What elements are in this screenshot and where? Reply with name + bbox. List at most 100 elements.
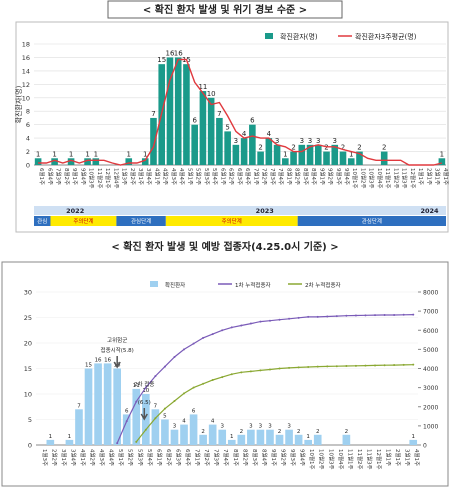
y2-tick-label: 4000 (423, 366, 438, 373)
x-tick-label: 4월1주 (153, 168, 161, 185)
bar (273, 144, 281, 165)
point (268, 368, 271, 371)
x-tick-label: 11월2주 (356, 449, 364, 470)
bar (298, 144, 306, 165)
point (345, 314, 348, 317)
alert-band (165, 216, 298, 226)
point (412, 363, 415, 366)
value-label: 1 (52, 150, 56, 158)
x-tick-label: 5월1주 (186, 168, 194, 185)
bar (75, 409, 83, 445)
y-tick-label: 15 (24, 365, 32, 373)
point (259, 369, 262, 372)
value-label: 5 (225, 123, 229, 131)
x-tick-label: 10월2주 (318, 449, 326, 470)
title-box (107, 0, 343, 19)
x-tick-label: 9월4주 (299, 449, 307, 466)
bar (191, 124, 198, 165)
point (335, 365, 338, 368)
bar (51, 158, 58, 165)
x-tick-label: 3월4주 (69, 449, 77, 466)
value-label: 2 (357, 144, 361, 152)
alert-label: 관심 (37, 217, 47, 225)
y2-tick-label: 5000 (423, 347, 438, 354)
bar (438, 158, 446, 165)
y-tick-label: 10 (22, 94, 30, 102)
x-tick-label: 6월3주 (236, 168, 244, 185)
x-tick-label: 6월4주 (46, 168, 54, 185)
point (211, 378, 214, 381)
x-tick-label: 8월2주 (241, 449, 249, 466)
bar (207, 97, 215, 165)
bar (84, 368, 93, 445)
x-tick-label: 4월2주 (89, 449, 97, 466)
y2-tick-label: 3000 (423, 385, 438, 392)
bar (92, 158, 100, 165)
y-tick-label: 18 (22, 41, 30, 49)
alert-label: 관심단계 (362, 217, 382, 225)
value-label: 5 (163, 414, 167, 420)
x-tick-label: 8월3주 (302, 168, 310, 185)
point (240, 324, 243, 327)
point (383, 313, 386, 316)
x-tick-label: 9월1주 (71, 168, 79, 185)
x-tick-label: 5월4주 (146, 449, 154, 466)
value-label: 6 (192, 117, 197, 125)
x-tick-label: 8월4주 (310, 168, 318, 185)
bar (170, 429, 179, 445)
bar (94, 363, 102, 445)
bar (342, 434, 351, 445)
bar (294, 434, 303, 445)
x-tick-label: 6월2주 (165, 449, 173, 466)
legend-swatch (150, 281, 158, 287)
x-tick-label: 5월1주 (117, 449, 125, 466)
x-tick-label: 10월1주 (308, 449, 316, 470)
y2-tick-label: 1000 (423, 423, 438, 430)
value-label: 3 (220, 424, 224, 430)
x-tick-label: 7월1주 (252, 168, 260, 185)
bar (313, 434, 322, 445)
value-label: 3 (268, 424, 272, 430)
annotation: 고위험군 (107, 336, 127, 344)
value-label: 2 (278, 429, 282, 435)
value-label: 7 (217, 110, 221, 118)
point (173, 400, 176, 403)
x-tick-label: 8월2주 (63, 168, 71, 185)
value-label: 1 (440, 150, 444, 158)
value-label: 1 (85, 150, 89, 158)
x-tick-label: 6월1주 (155, 449, 163, 466)
value-label: 4 (267, 130, 272, 138)
point (316, 315, 319, 318)
x-tick-label: 8월1주 (232, 449, 240, 466)
bar (166, 57, 174, 165)
x-tick-label: 7월1주 (194, 449, 202, 466)
bar (409, 439, 418, 445)
value-label: 2 (341, 144, 345, 152)
x-tick-label: 8월1주 (285, 168, 293, 185)
value-label: 3 (173, 424, 177, 430)
x-tick-label: 8월3주 (251, 449, 259, 466)
x-tick-label: 1월1주 (385, 449, 393, 466)
year-label: 2023 (256, 207, 274, 215)
bar (323, 151, 330, 165)
x-tick-label: 9월4주 (79, 168, 87, 185)
value-label: 6 (192, 408, 196, 414)
y-tick-label: 5 (28, 416, 32, 424)
x-tick-label: 6월1주 (219, 168, 227, 185)
x-tick-label: 9월3주 (289, 449, 297, 466)
bar (150, 117, 157, 165)
value-label: 2 (201, 429, 205, 435)
x-tick-label: 4월1주 (442, 168, 450, 185)
bar (247, 429, 255, 445)
point (364, 314, 367, 317)
y-tick-label: 10 (24, 391, 32, 399)
value-label: 4 (211, 419, 215, 425)
x-tick-label: 9월4주 (343, 168, 351, 185)
value-label: 1 (127, 150, 131, 158)
point (393, 364, 396, 367)
point (278, 318, 281, 321)
y2-tick-label: 8000 (423, 290, 438, 297)
value-label: 7 (151, 110, 155, 118)
line (116, 314, 414, 444)
value-label: 1 (68, 434, 72, 440)
